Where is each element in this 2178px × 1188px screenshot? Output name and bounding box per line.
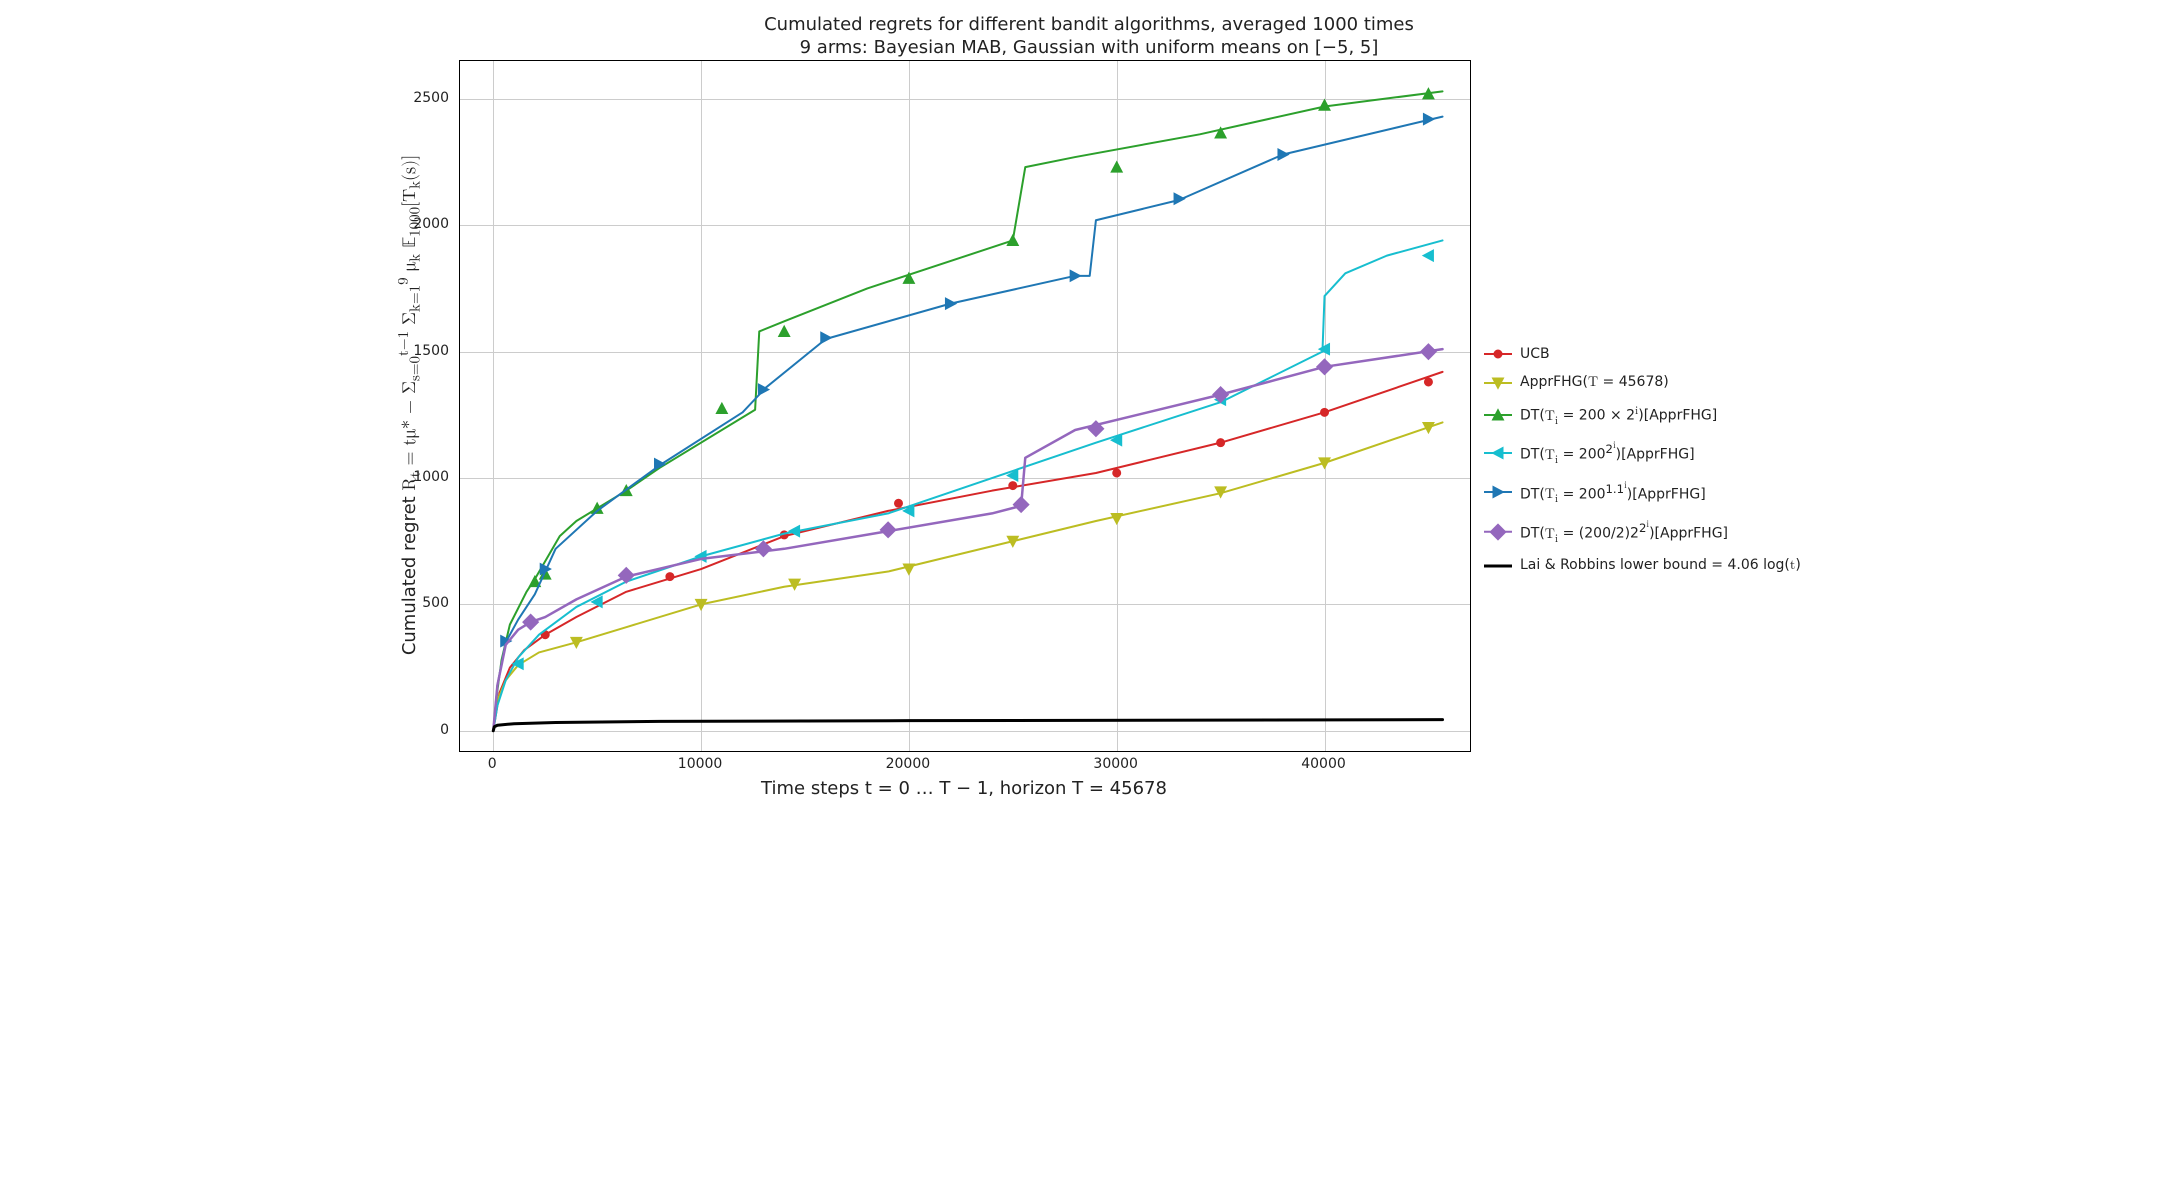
- series-marker-ucb: [1113, 469, 1121, 477]
- x-tick-label: 40000: [1301, 756, 1346, 772]
- series-marker-dt_200_11i: [1423, 114, 1434, 125]
- legend-item-apprfhg: ApprFHG(T = 45678): [1484, 374, 1801, 391]
- legend-swatch: [1484, 559, 1512, 573]
- series-marker-ucb: [1424, 378, 1432, 386]
- x-tick-label: 30000: [1093, 756, 1138, 772]
- legend-item-lai_robbins: Lai & Robbins lower bound = 4.06 log(t): [1484, 557, 1801, 574]
- legend-item-dt_200_2i: DT(Ti = 2002i)[ApprFHG]: [1484, 439, 1801, 466]
- chart-title: Cumulated regrets for different bandit a…: [339, 14, 1839, 58]
- series-marker-dt_200x2i: [1111, 162, 1122, 173]
- legend-label: DT(Ti = 2002i)[ApprFHG]: [1520, 439, 1695, 466]
- series-line-dt_200x2i: [493, 91, 1442, 730]
- series-marker-dt_200x2i: [716, 403, 727, 414]
- legend: UCB ApprFHG(T = 45678) DT(Ti = 200 × 2i)[A…: [1484, 340, 1801, 586]
- legend-swatch: [1484, 376, 1512, 390]
- legend-item-ucb: UCB: [1484, 346, 1801, 362]
- series-marker-dt_200x2i: [779, 326, 790, 337]
- legend-label: DT(Ti = 200 × 2i)[ApprFHG]: [1520, 403, 1717, 427]
- series-marker-dt_200_half: [1421, 344, 1437, 360]
- series-marker-dt_200x2i: [1007, 235, 1018, 246]
- series-line-dt_200_2i: [493, 240, 1442, 730]
- series-marker-dt_200_half: [880, 522, 896, 538]
- series-marker-dt_200_11i: [945, 298, 956, 309]
- plot-area: [459, 60, 1471, 752]
- series-marker-apprfhg: [903, 564, 914, 575]
- series-marker-dt_200_11i: [1278, 149, 1289, 160]
- series-marker-dt_200x2i: [1319, 100, 1330, 111]
- figure: Cumulated regrets for different bandit a…: [339, 0, 1839, 818]
- chart-title-line2: 9 arms: Bayesian MAB, Gaussian with unif…: [339, 37, 1839, 58]
- series-marker-ucb: [1009, 482, 1017, 490]
- series-marker-dt_200_half: [1013, 497, 1029, 513]
- chart-svg: [460, 61, 1470, 751]
- series-marker-ucb: [1321, 408, 1329, 416]
- y-tick-label: 2000: [409, 216, 449, 232]
- y-tick-label: 500: [409, 595, 449, 611]
- series-marker-dt_200_11i: [1070, 270, 1081, 281]
- legend-item-dt_200_half: DT(Ti = (200/2)22i)[ApprFHG]: [1484, 518, 1801, 545]
- series-marker-dt_200_11i: [821, 332, 832, 343]
- series-marker-dt_200_2i: [1423, 250, 1434, 261]
- series-line-apprfhg: [493, 422, 1442, 730]
- series-marker-dt_200_half: [1317, 359, 1333, 375]
- legend-label: Lai & Robbins lower bound = 4.06 log(t): [1520, 557, 1801, 574]
- x-tick-label: 10000: [678, 756, 723, 772]
- y-tick-label: 0: [409, 722, 449, 738]
- y-axis-label: Cumulated regret Rt = tμ* − Σs=0t−1 Σk=1…: [395, 60, 425, 750]
- series-marker-ucb: [666, 573, 674, 581]
- legend-swatch: [1484, 485, 1512, 499]
- x-axis-label: Time steps t = 0 … T − 1, horizon T = 45…: [459, 778, 1469, 799]
- x-tick-label: 20000: [886, 756, 931, 772]
- series-marker-dt_200_11i: [1174, 193, 1185, 204]
- legend-label: UCB: [1520, 346, 1550, 362]
- series-marker-ucb: [1217, 439, 1225, 447]
- legend-label: DT(Ti = 2001.1i)[ApprFHG]: [1520, 479, 1706, 506]
- series-line-lai_robbins: [493, 720, 1442, 731]
- y-tick-label: 1500: [409, 343, 449, 359]
- legend-label: DT(Ti = (200/2)22i)[ApprFHG]: [1520, 518, 1728, 545]
- legend-swatch: [1484, 347, 1512, 361]
- legend-item-dt_200_11i: DT(Ti = 2001.1i)[ApprFHG]: [1484, 479, 1801, 506]
- legend-label: ApprFHG(T = 45678): [1520, 374, 1669, 391]
- legend-swatch: [1484, 446, 1512, 460]
- series-marker-dt_200_half: [756, 541, 772, 557]
- chart-title-line1: Cumulated regrets for different bandit a…: [339, 14, 1839, 35]
- series-line-dt_200_11i: [493, 117, 1442, 731]
- x-tick-label: 0: [488, 756, 497, 772]
- series-line-dt_200_half: [493, 349, 1442, 731]
- series-marker-dt_200_half: [523, 614, 539, 630]
- series-marker-apprfhg: [1111, 513, 1122, 524]
- legend-swatch: [1484, 525, 1512, 539]
- y-tick-label: 2500: [409, 90, 449, 106]
- legend-swatch: [1484, 408, 1512, 422]
- y-tick-label: 1000: [409, 469, 449, 485]
- legend-item-dt_200x2i: DT(Ti = 200 × 2i)[ApprFHG]: [1484, 403, 1801, 427]
- series-marker-ucb: [894, 499, 902, 507]
